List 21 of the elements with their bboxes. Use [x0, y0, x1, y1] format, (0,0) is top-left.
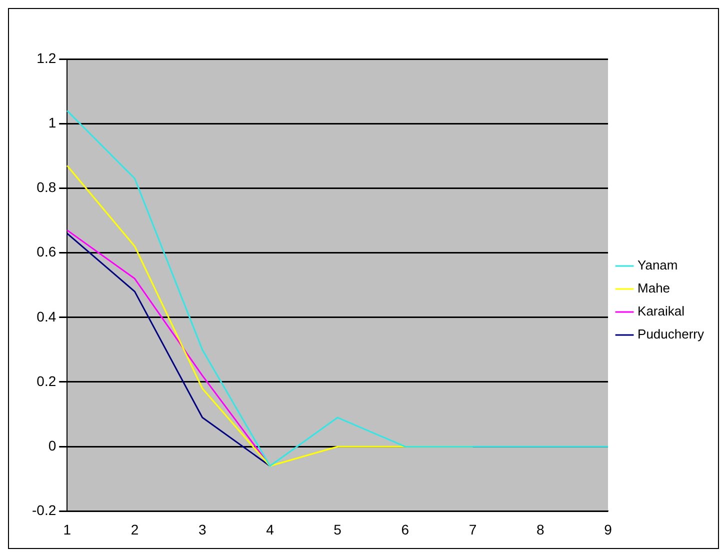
x-tick-label: 8 [536, 521, 545, 538]
legend-label: Karaikal [638, 304, 685, 319]
x-tick-label: 3 [198, 521, 206, 538]
y-tick-label: 1 [48, 114, 56, 130]
x-tick-label: 2 [130, 521, 139, 538]
x-tick-label: 7 [468, 521, 477, 538]
legend-label: Puducherry [638, 326, 704, 342]
x-tick-label: 1 [63, 521, 72, 538]
y-tick-label: -0.2 [32, 502, 56, 518]
y-tick-label: 0.6 [36, 244, 56, 260]
legend-label: Yanam [638, 258, 678, 273]
legend-label: Mahe [638, 280, 670, 296]
x-tick-label: 6 [401, 521, 410, 538]
x-tick-label: 4 [266, 521, 274, 538]
x-tick-label: 5 [334, 521, 342, 538]
y-tick-label: 0 [48, 437, 56, 454]
y-tick-label: 0.4 [36, 308, 56, 324]
x-tick-label: 9 [604, 521, 612, 538]
y-tick-label: 0.8 [36, 179, 56, 196]
y-tick-label: 1.2 [36, 50, 56, 66]
y-tick-label: 0.2 [36, 372, 56, 389]
